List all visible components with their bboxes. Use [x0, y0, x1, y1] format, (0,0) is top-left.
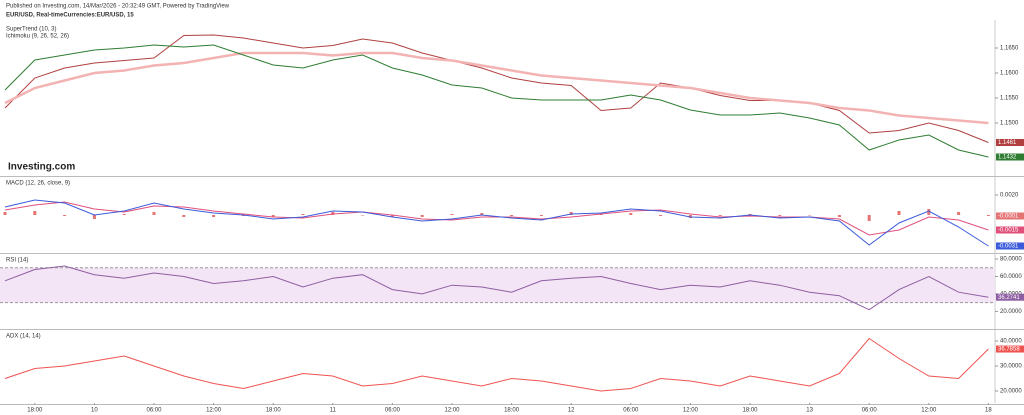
- histogram-bar: [510, 215, 514, 216]
- histogram-bar: [986, 215, 990, 216]
- y-tick-label: 60.0000: [1000, 274, 1022, 280]
- histogram-bar: [957, 212, 961, 215]
- value-tag-label: 1.1432: [998, 155, 1017, 161]
- x-tick-label: 18:00: [266, 408, 282, 414]
- histogram-bar: [867, 215, 871, 221]
- x-tick-label: 11: [330, 408, 337, 414]
- x-tick-label: 18:00: [504, 408, 520, 414]
- histogram-bar: [92, 215, 96, 219]
- x-tick-label: 18:00: [27, 408, 43, 414]
- y-tick-label: 0.0020: [1000, 193, 1019, 199]
- value-tag: [996, 345, 1024, 353]
- x-tick-label: 12:00: [444, 408, 460, 414]
- value-tag: [996, 139, 1024, 146]
- x-tick-label: 13: [806, 408, 813, 414]
- value-tag: [996, 153, 1024, 161]
- histogram-bar: [182, 215, 186, 217]
- x-tick-label: 12:00: [921, 408, 937, 414]
- histogram-bar: [837, 215, 841, 217]
- histogram-bar: [63, 215, 67, 216]
- histogram-bar: [301, 214, 305, 215]
- y-tick-label: 1.1550: [1000, 96, 1019, 102]
- published-note: Published on Investing.com, 14/Mar/2026 …: [6, 4, 230, 10]
- histogram-bar: [718, 215, 722, 216]
- histogram-bar: [361, 215, 365, 216]
- y-tick-label: 20.0000: [1000, 389, 1022, 395]
- panel-title: RSI (14): [6, 258, 28, 264]
- y-tick-label: 1.1500: [1000, 121, 1019, 127]
- value-tag-label: -0.0031: [998, 244, 1019, 250]
- x-tick-label: 12: [568, 408, 575, 414]
- histogram-bar: [778, 215, 782, 216]
- y-tick-label: 40.0000: [1000, 339, 1022, 345]
- histogram-bar: [659, 215, 663, 216]
- x-tick-label: 06:00: [623, 408, 639, 414]
- y-tick-label: 20.0000: [1000, 309, 1022, 315]
- y-tick-label: 1.1600: [1000, 71, 1019, 77]
- histogram-bar: [271, 215, 275, 217]
- histogram-bar: [629, 213, 633, 215]
- legend-entry: SuperTrend (10, 3): [6, 27, 56, 33]
- y-tick-label: 1.1650: [1000, 46, 1019, 52]
- value-tag-label: 1.1461: [998, 140, 1017, 146]
- x-tick-label: 18:00: [742, 408, 758, 414]
- x-tick-label: 06:00: [385, 408, 401, 414]
- histogram-bar: [897, 211, 901, 215]
- panel-title: ADX (14, 14): [6, 334, 41, 340]
- value-tag-label: 36.7858: [998, 347, 1020, 353]
- histogram-bar: [152, 212, 156, 215]
- x-tick-label: 10: [91, 408, 98, 414]
- rsi-band: [0, 267, 995, 303]
- value-tag: [996, 293, 1024, 301]
- histogram-bar: [450, 214, 454, 215]
- histogram-bar: [539, 215, 543, 216]
- value-tag-label: -0.0001: [998, 214, 1019, 220]
- y-tick-label: 30.0000: [1000, 364, 1022, 370]
- value-tag: [996, 226, 1024, 234]
- series-line: [4, 51, 989, 125]
- watermark: Investing.com: [8, 162, 75, 173]
- histogram-bar: [390, 215, 394, 217]
- value-tag-label: 36.2741: [998, 295, 1020, 301]
- series-line: [4, 337, 989, 392]
- panel-title: MACD (12, 26, close, 9): [6, 181, 70, 187]
- x-tick-label: 18: [985, 408, 992, 414]
- histogram-bar: [122, 214, 126, 215]
- legend-entry: Ichimoku (9, 26, 52, 26): [6, 34, 69, 40]
- histogram-bar: [480, 213, 484, 215]
- series-line: [4, 265, 989, 311]
- x-tick-label: 06:00: [862, 408, 878, 414]
- x-tick-label: 12:00: [683, 408, 699, 414]
- value-tag: [996, 212, 1024, 220]
- histogram-bar: [3, 212, 7, 215]
- histogram-bar: [212, 215, 216, 217]
- x-tick-label: 12:00: [206, 408, 222, 414]
- value-tag: [996, 242, 1024, 250]
- series-line: [4, 44, 989, 158]
- histogram-bar: [808, 215, 812, 216]
- symbol: EUR/USD, Real-timeCurrencies:EUR/USD, 15: [6, 13, 134, 19]
- x-tick-label: 06:00: [146, 408, 162, 414]
- series-line: [4, 199, 989, 247]
- value-tag-label: -0.0015: [998, 228, 1019, 234]
- histogram-bar: [927, 209, 931, 215]
- y-tick-label: 80.0000: [1000, 257, 1022, 263]
- histogram-bar: [420, 215, 424, 217]
- histogram-bar: [33, 211, 37, 215]
